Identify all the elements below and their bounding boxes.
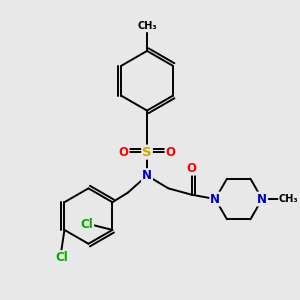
Text: CH₃: CH₃	[279, 194, 298, 204]
Text: S: S	[142, 146, 152, 159]
Text: N: N	[210, 193, 220, 206]
Text: N: N	[257, 193, 267, 206]
Text: O: O	[118, 146, 129, 159]
Text: Cl: Cl	[80, 218, 93, 231]
Text: CH₃: CH₃	[137, 21, 157, 32]
Text: N: N	[142, 169, 152, 182]
Text: O: O	[166, 146, 176, 159]
Text: O: O	[187, 162, 197, 175]
Text: Cl: Cl	[55, 251, 68, 264]
